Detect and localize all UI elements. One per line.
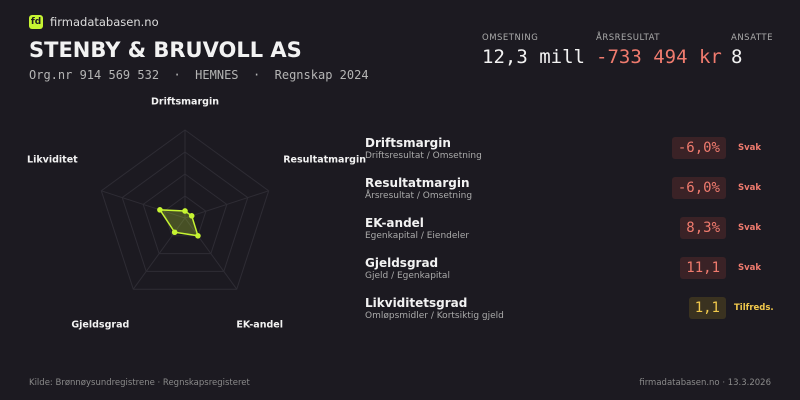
- score-dot: [188, 213, 195, 219]
- ratio-name: EK-andel: [365, 216, 424, 230]
- ratio-formula: Omløpsmidler / Kortsiktig gjeld: [365, 311, 504, 321]
- metric-label: OMSETNING: [482, 33, 539, 43]
- ratio-formula: Gjeld / Egenkapital: [365, 271, 450, 281]
- axis-line: [184, 217, 238, 290]
- axis-line: [132, 217, 186, 290]
- ratio-value: 11,1: [680, 257, 726, 279]
- ratio-name: Likviditetsgrad: [365, 296, 468, 310]
- ratio-value: -6,0%: [671, 137, 726, 159]
- axis-line: [184, 190, 269, 219]
- score-dot: [195, 232, 201, 239]
- ratio-rating: Svak: [738, 223, 762, 233]
- ratio-name: Gjeldsgrad: [365, 256, 439, 270]
- site: firmadatabasen.no · 13.3.2026: [639, 378, 771, 388]
- grid-ring: [121, 151, 249, 272]
- axis-label: Driftsmargin: [151, 97, 219, 108]
- ratio-value: 8,3%: [680, 217, 726, 239]
- metric-value: 12,3 mill: [482, 46, 585, 68]
- grid-ring: [142, 173, 228, 255]
- ratio-value: 1,1: [688, 297, 726, 319]
- score-dot: [157, 207, 163, 213]
- ratio-value: -6,0%: [671, 177, 726, 199]
- company: STENBY & BRUVOLL AS: [29, 38, 302, 62]
- ratio-name: Resultatmargin: [365, 176, 470, 190]
- brand: firmadatabasen.no: [50, 15, 159, 29]
- axis-label: EK-andel: [236, 319, 283, 330]
- logo: fd: [29, 15, 43, 29]
- ratio-rating: Tilfreds.: [734, 303, 774, 313]
- metric-label: ÅRSRESULTAT: [596, 33, 660, 43]
- ratio-rating: Svak: [738, 143, 762, 153]
- meta: Org.nr 914 569 532 · HEMNES · Regnskap 2…: [29, 68, 369, 82]
- metric-value: 8: [731, 46, 743, 68]
- ratio-rating: Svak: [738, 183, 762, 193]
- score-dot: [182, 208, 188, 214]
- metric-value: -733 494 kr: [596, 46, 722, 68]
- metric-label: ANSATTE: [731, 33, 773, 43]
- axis-line: [101, 190, 186, 219]
- ratio-name: Driftsmargin: [365, 136, 451, 150]
- ratio-rating: Svak: [738, 263, 762, 273]
- ratio-formula: Driftsresultat / Omsetning: [365, 151, 482, 161]
- score-dot: [171, 229, 178, 236]
- grid-ring: [100, 129, 270, 290]
- axis-label: Gjeldsgrad: [71, 319, 129, 330]
- source: Kilde: Brønnøysundregistrene · Regnskaps…: [29, 378, 250, 388]
- axis-label: Likviditet: [27, 155, 78, 166]
- grid-ring: [163, 195, 207, 237]
- axis-label: Resultatmargin: [283, 155, 366, 166]
- ratio-formula: Årsresultat / Omsetning: [365, 191, 473, 201]
- ratio-formula: Egenkapital / Eiendeler: [365, 231, 470, 241]
